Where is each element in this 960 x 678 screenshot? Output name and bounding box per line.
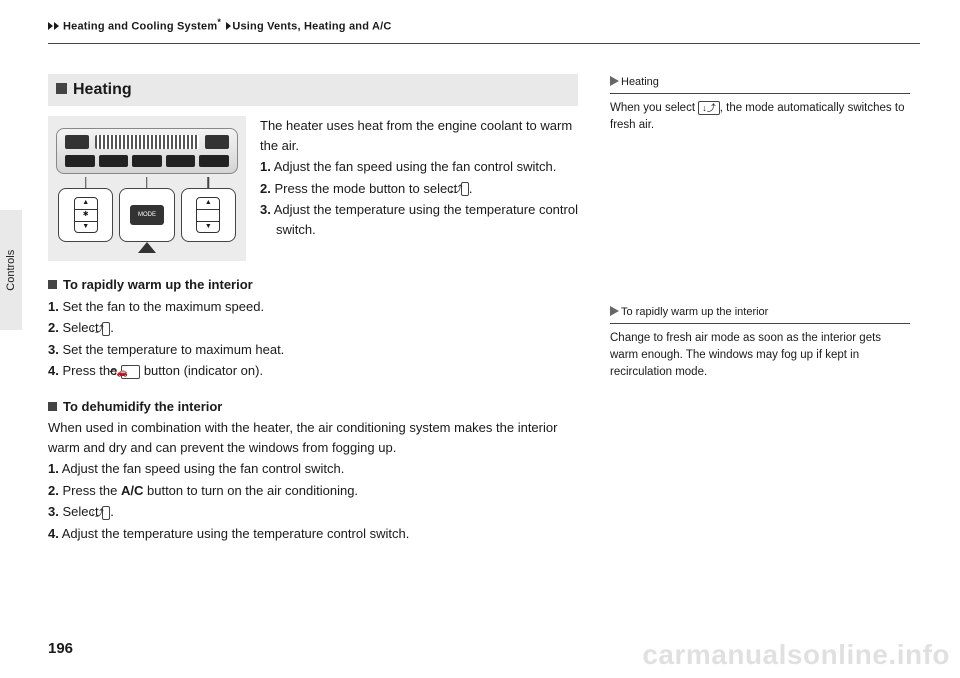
main-steps: 1. Adjust the fan speed using the fan co… bbox=[260, 157, 578, 239]
subsection-header: To rapidly warm up the interior bbox=[48, 275, 578, 295]
square-bullet-icon bbox=[56, 83, 67, 94]
section-header: Heating bbox=[48, 74, 578, 106]
sub2-intro: When used in combination with the heater… bbox=[48, 418, 578, 457]
asterisk: * bbox=[217, 17, 221, 27]
subsection-title: To rapidly warm up the interior bbox=[63, 277, 253, 292]
chevron-icon bbox=[610, 306, 619, 316]
breadcrumb: Heating and Cooling System* Using Vents,… bbox=[48, 16, 920, 44]
step: 1. Adjust the fan speed using the fan co… bbox=[48, 459, 578, 479]
sub2-steps: 1. Adjust the fan speed using the fan co… bbox=[48, 459, 578, 543]
section-title: Heating bbox=[73, 81, 132, 98]
note-header: Heating bbox=[610, 74, 910, 94]
hvac-unit bbox=[56, 128, 238, 174]
climate-panel-illustration: ▲✱▼ MODE ▲▼ bbox=[48, 116, 246, 261]
floor-defrost-icon: ↓⤴ bbox=[698, 101, 720, 115]
step: 3. Set the temperature to maximum heat. bbox=[48, 340, 578, 360]
note-title: To rapidly warm up the interior bbox=[621, 306, 768, 318]
notes-column: Heating When you select ↓⤴, the mode aut… bbox=[610, 74, 910, 545]
subsection-title: To dehumidify the interior bbox=[63, 399, 222, 414]
breadcrumb-seg-2: Using Vents, Heating and A/C bbox=[232, 21, 391, 33]
callout-fan: ▲✱▼ bbox=[58, 188, 113, 242]
floor-defrost-icon: ↓⤴ bbox=[461, 182, 469, 196]
triangle-icon bbox=[226, 22, 231, 30]
main-column: Heating bbox=[48, 74, 578, 545]
watermark: carmanualsonline.info bbox=[642, 634, 950, 676]
breadcrumb-seg-1: Heating and Cooling System bbox=[63, 21, 217, 33]
note-title: Heating bbox=[621, 76, 659, 88]
step: 1. Set the fan to the maximum speed. bbox=[48, 297, 578, 317]
step: 4. Adjust the temperature using the temp… bbox=[48, 524, 578, 544]
note-body: When you select ↓⤴, the mode automatical… bbox=[610, 100, 910, 135]
step: 4. Press the ⟲🚗 button (indicator on). bbox=[48, 361, 578, 381]
sidebar-tab-label: Controls bbox=[3, 250, 20, 291]
triangle-icon bbox=[54, 22, 59, 30]
step: 3. Adjust the temperature using the temp… bbox=[260, 200, 578, 239]
chevron-icon bbox=[610, 76, 619, 86]
callout-temp: ▲▼ bbox=[181, 188, 236, 242]
sidebar-tab: Controls bbox=[0, 210, 22, 330]
subsection-header: To dehumidify the interior bbox=[48, 397, 578, 417]
note-header: To rapidly warm up the interior bbox=[610, 304, 910, 324]
step: 3. Select ↓⤴. bbox=[48, 502, 578, 522]
step: 2. Select ↓⤴. bbox=[48, 318, 578, 338]
triangle-icon bbox=[48, 22, 53, 30]
step: 2. Press the mode button to select ↓⤴. bbox=[260, 179, 578, 199]
mode-button-illustration: MODE bbox=[130, 205, 164, 225]
recirculation-icon: ⟲🚗 bbox=[121, 365, 140, 379]
callout-mode: MODE bbox=[119, 188, 174, 242]
square-bullet-icon bbox=[48, 402, 57, 411]
square-bullet-icon bbox=[48, 280, 57, 289]
sub1-steps: 1. Set the fan to the maximum speed. 2. … bbox=[48, 297, 578, 381]
intro-paragraph: The heater uses heat from the engine coo… bbox=[260, 116, 578, 155]
note-body: Change to fresh air mode as soon as the … bbox=[610, 330, 910, 382]
step: 1. Adjust the fan speed using the fan co… bbox=[260, 157, 578, 177]
page-number: 196 bbox=[48, 638, 73, 661]
step: 2. Press the A/C button to turn on the a… bbox=[48, 481, 578, 501]
